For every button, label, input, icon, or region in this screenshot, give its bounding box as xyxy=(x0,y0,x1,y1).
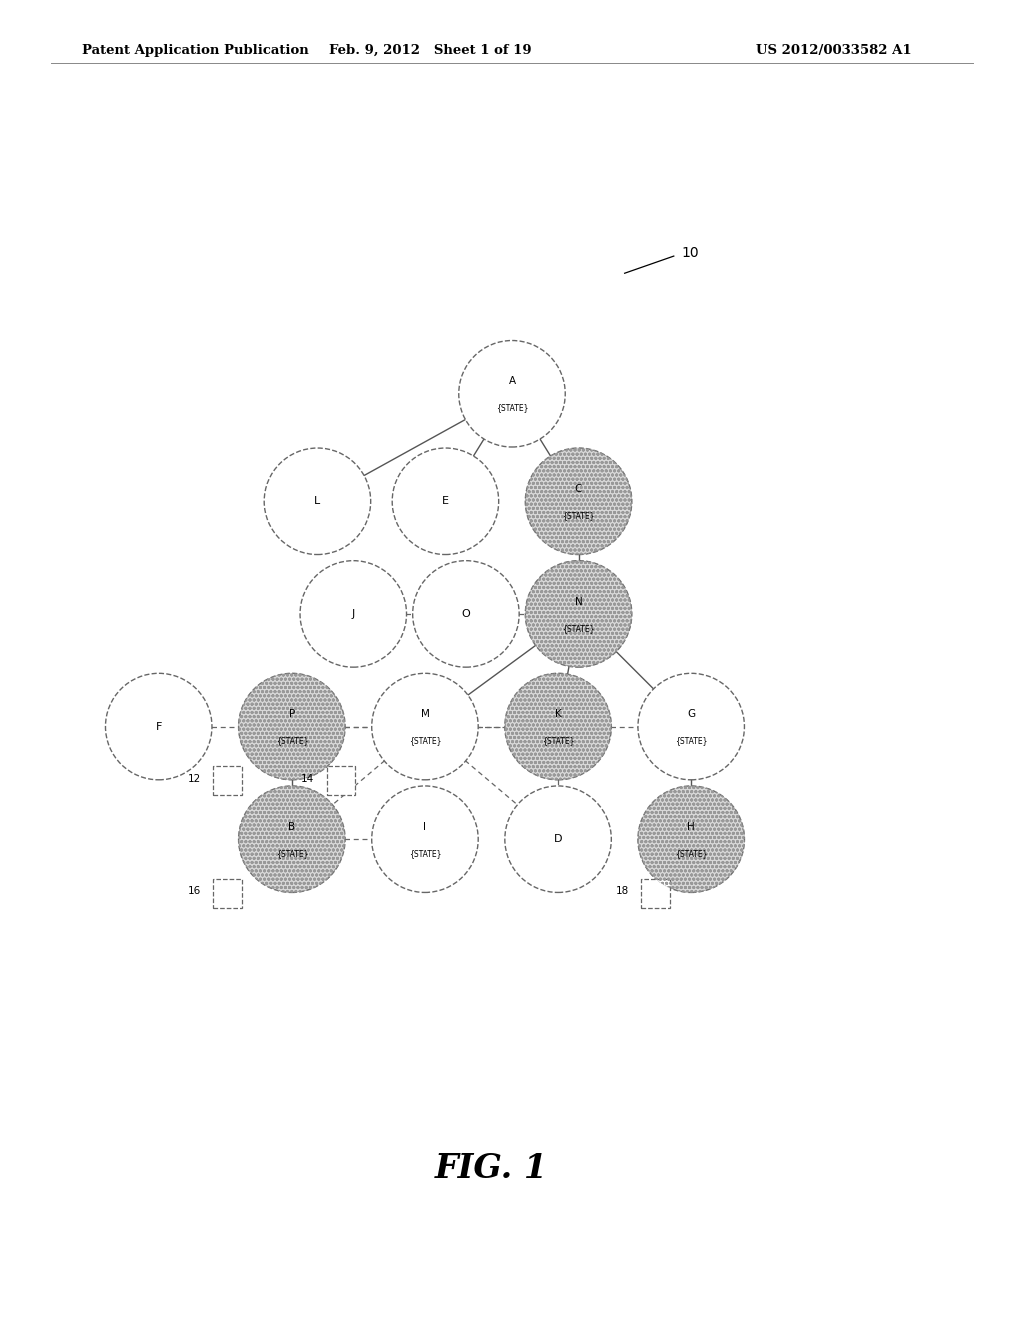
Text: {STATE}: {STATE} xyxy=(542,737,574,746)
Text: G: G xyxy=(687,709,695,719)
Text: F: F xyxy=(156,722,162,731)
Circle shape xyxy=(413,561,519,667)
Text: O: O xyxy=(462,609,470,619)
Text: {STATE}: {STATE} xyxy=(275,737,308,746)
Circle shape xyxy=(392,447,499,554)
Text: I: I xyxy=(424,822,426,832)
Circle shape xyxy=(505,673,611,780)
Text: {STATE}: {STATE} xyxy=(409,737,441,746)
Circle shape xyxy=(239,673,345,780)
Circle shape xyxy=(638,673,744,780)
Text: 12: 12 xyxy=(187,774,201,784)
Circle shape xyxy=(372,785,478,892)
Circle shape xyxy=(264,447,371,554)
Circle shape xyxy=(372,673,478,780)
Circle shape xyxy=(459,341,565,447)
Circle shape xyxy=(525,561,632,667)
Text: E: E xyxy=(442,496,449,507)
Text: US 2012/0033582 A1: US 2012/0033582 A1 xyxy=(756,44,911,57)
Text: J: J xyxy=(351,609,355,619)
Circle shape xyxy=(105,673,212,780)
Bar xyxy=(641,879,670,908)
Text: {STATE}: {STATE} xyxy=(496,404,528,413)
Text: M: M xyxy=(421,709,429,719)
Circle shape xyxy=(505,785,611,892)
Bar xyxy=(213,767,242,795)
Text: Feb. 9, 2012   Sheet 1 of 19: Feb. 9, 2012 Sheet 1 of 19 xyxy=(329,44,531,57)
Text: {STATE}: {STATE} xyxy=(562,511,595,520)
Text: {STATE}: {STATE} xyxy=(275,849,308,858)
Circle shape xyxy=(525,447,632,554)
Text: H: H xyxy=(687,822,695,832)
Text: {STATE}: {STATE} xyxy=(562,624,595,632)
Text: A: A xyxy=(509,376,515,387)
Circle shape xyxy=(300,561,407,667)
Text: L: L xyxy=(314,496,321,507)
Text: 16: 16 xyxy=(187,887,201,896)
Bar xyxy=(213,879,242,908)
Text: D: D xyxy=(554,834,562,845)
Bar xyxy=(327,767,355,795)
Text: Patent Application Publication: Patent Application Publication xyxy=(82,44,308,57)
Text: N: N xyxy=(574,597,583,607)
Text: {STATE}: {STATE} xyxy=(675,737,708,746)
Text: 18: 18 xyxy=(615,887,629,896)
Text: B: B xyxy=(289,822,295,832)
Text: FIG. 1: FIG. 1 xyxy=(435,1151,548,1185)
Text: C: C xyxy=(574,484,583,494)
Text: 14: 14 xyxy=(301,774,314,784)
Text: {STATE}: {STATE} xyxy=(409,849,441,858)
Circle shape xyxy=(239,785,345,892)
Text: K: K xyxy=(555,709,561,719)
Text: P: P xyxy=(289,709,295,719)
Text: {STATE}: {STATE} xyxy=(675,849,708,858)
Text: 10: 10 xyxy=(681,247,698,260)
Circle shape xyxy=(638,785,744,892)
